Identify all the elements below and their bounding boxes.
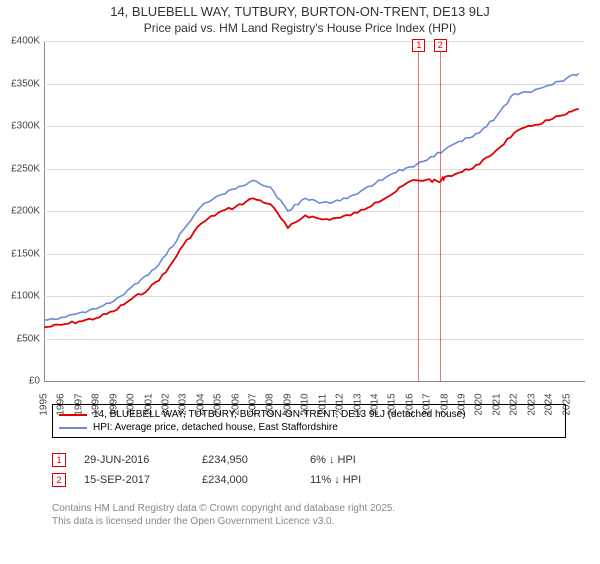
y-axis-label: £150K	[0, 248, 40, 259]
y-axis-label: £250K	[0, 163, 40, 174]
sale-price: £234,950	[202, 454, 292, 466]
y-axis-label: £350K	[0, 78, 40, 89]
sale-row: 1 29-JUN-2016 £234,950 6% ↓ HPI	[52, 450, 390, 470]
series-hpi	[44, 73, 579, 320]
sale-index-box: 1	[52, 453, 66, 467]
footer-line1: Contains HM Land Registry data © Crown c…	[52, 502, 395, 515]
chart-title-address: 14, BLUEBELL WAY, TUTBURY, BURTON-ON-TRE…	[0, 4, 600, 19]
legend-label: 14, BLUEBELL WAY, TUTBURY, BURTON-ON-TRE…	[93, 409, 466, 420]
sale-marker-line	[440, 41, 441, 381]
sale-date: 15-SEP-2017	[84, 474, 184, 486]
y-axis-label: £200K	[0, 206, 40, 217]
y-axis-label: £300K	[0, 121, 40, 132]
y-axis-label: £0	[0, 376, 40, 387]
legend-item: 14, BLUEBELL WAY, TUTBURY, BURTON-ON-TRE…	[59, 409, 559, 420]
sale-diff: 11% ↓ HPI	[310, 474, 390, 486]
legend-item: HPI: Average price, detached house, East…	[59, 422, 559, 433]
sale-index-box: 2	[52, 473, 66, 487]
footer-line2: This data is licensed under the Open Gov…	[52, 515, 395, 528]
footer-attribution: Contains HM Land Registry data © Crown c…	[52, 502, 395, 528]
x-axis-label: 1995	[39, 393, 50, 415]
y-axis-label: £100K	[0, 291, 40, 302]
y-axis-label: £50K	[0, 333, 40, 344]
chart-subtitle: Price paid vs. HM Land Registry's House …	[0, 21, 600, 35]
sale-table: 1 29-JUN-2016 £234,950 6% ↓ HPI 2 15-SEP-2017…	[52, 450, 390, 490]
sale-diff: 6% ↓ HPI	[310, 454, 390, 466]
chart-lines	[44, 41, 584, 381]
sale-price: £234,000	[202, 474, 292, 486]
legend-box: 14, BLUEBELL WAY, TUTBURY, BURTON-ON-TRE…	[52, 404, 566, 438]
y-axis-label: £400K	[0, 36, 40, 47]
sale-marker-box: 2	[434, 39, 447, 52]
sale-row: 2 15-SEP-2017 £234,000 11% ↓ HPI	[52, 470, 390, 490]
sale-marker-box: 1	[412, 39, 425, 52]
sale-date: 29-JUN-2016	[84, 454, 184, 466]
legend-label: HPI: Average price, detached house, East…	[93, 422, 338, 433]
legend-swatch	[59, 427, 87, 429]
chart-area: £0£50K£100K£150K£200K£250K£300K£350K£400…	[44, 41, 584, 381]
sale-marker-line	[418, 41, 419, 381]
legend-swatch	[59, 414, 87, 416]
